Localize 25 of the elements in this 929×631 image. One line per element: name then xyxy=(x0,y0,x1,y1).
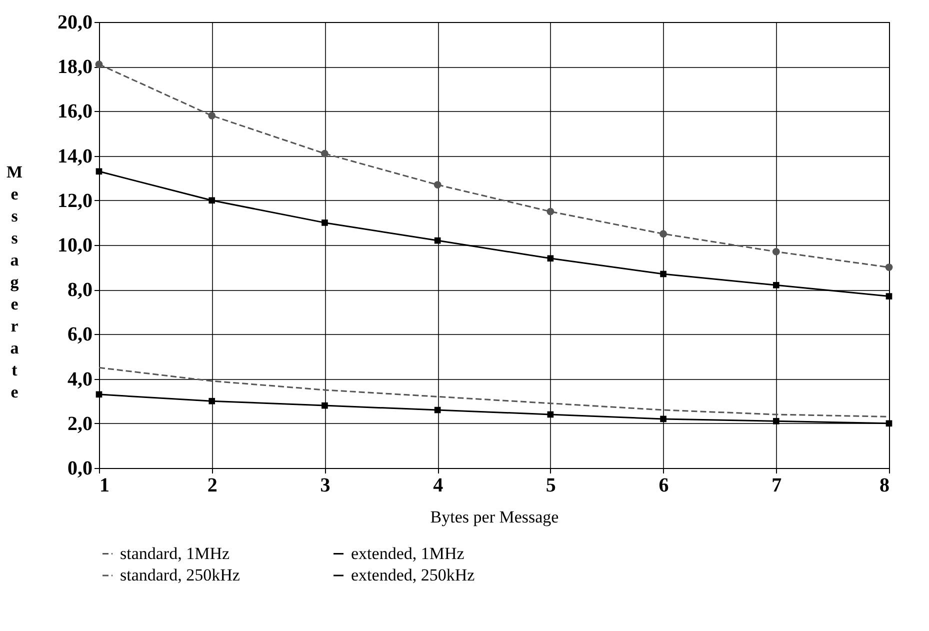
y-tick-label: 20,0 xyxy=(58,12,92,34)
y-tick-label: 18,0 xyxy=(58,56,92,78)
y-tick-label: 16,0 xyxy=(58,100,92,123)
x-tick-label: 4 xyxy=(433,474,444,496)
y-tick-label: 2,0 xyxy=(68,412,92,435)
y-tick-label: 14,0 xyxy=(58,145,92,168)
x-tick-label: 5 xyxy=(546,474,556,496)
x-tick-label: 2 xyxy=(207,474,218,496)
y-tick-label: 10,0 xyxy=(58,234,92,256)
y-tick-label: 0,0 xyxy=(68,458,92,480)
y-tick-label: 6,0 xyxy=(68,324,92,346)
legend-label: extended, 1MHz xyxy=(351,544,465,563)
x-axis-title: Bytes per Message xyxy=(430,508,559,526)
legend-label: standard, 1MHz xyxy=(120,544,230,563)
x-tick-label: 3 xyxy=(320,474,330,496)
legend-label: extended, 250kHz xyxy=(351,566,476,584)
y-tick-label: 4,0 xyxy=(68,368,92,390)
text: Message rate xyxy=(6,162,23,402)
x-tick-label: 8 xyxy=(880,474,890,496)
x-tick-label: 6 xyxy=(658,474,669,496)
x-tick-label: 1 xyxy=(100,474,110,496)
y-tick-label: 8,0 xyxy=(68,279,92,302)
y-tick-label: 12,0 xyxy=(58,190,92,212)
legend-label: standard, 250kHz xyxy=(120,566,240,584)
x-tick-label: 7 xyxy=(772,474,782,496)
